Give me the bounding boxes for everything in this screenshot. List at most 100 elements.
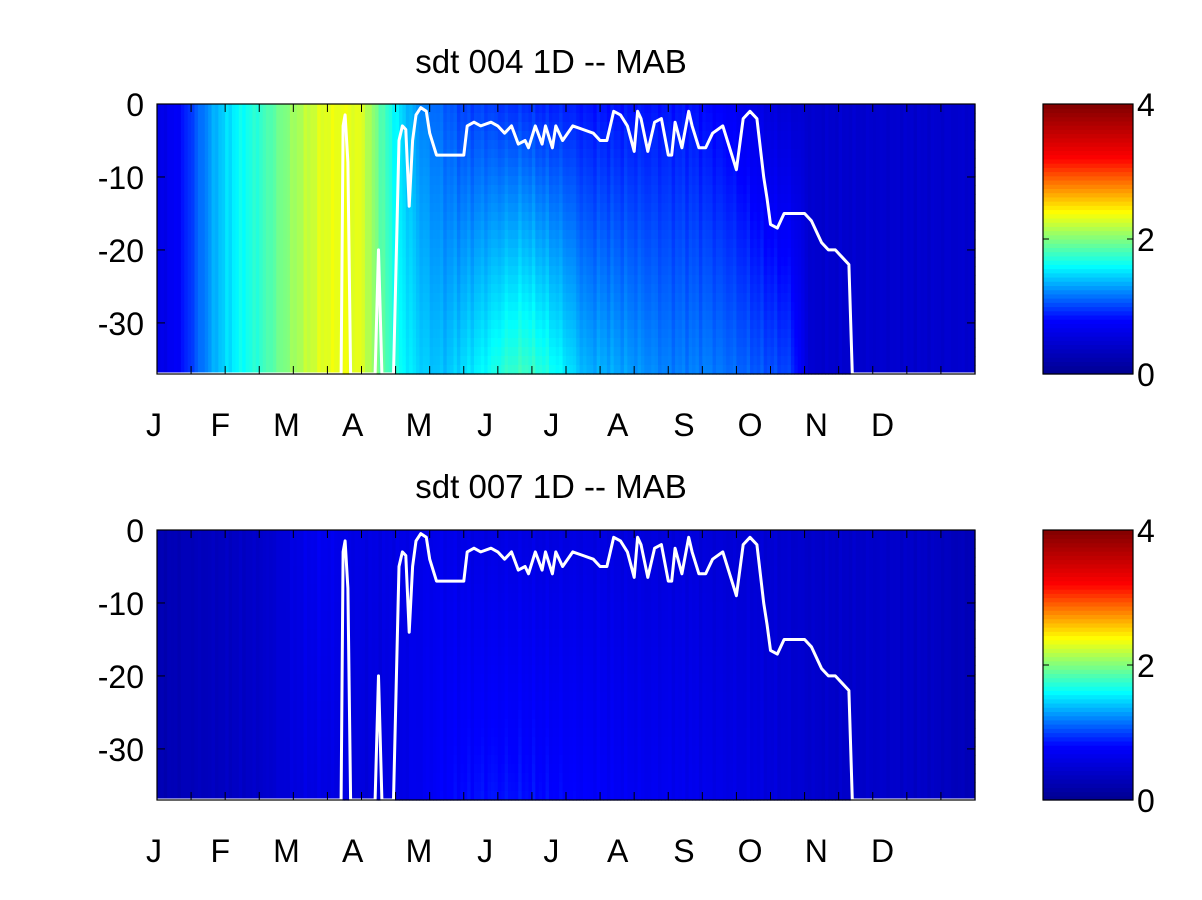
heatmap-cell xyxy=(480,149,485,159)
heatmap-cell xyxy=(197,356,202,366)
heatmap-cell xyxy=(508,131,513,141)
heatmap-cell xyxy=(279,176,284,186)
heatmap-cell xyxy=(637,239,642,249)
heatmap-cell xyxy=(208,230,213,240)
heatmap-cell xyxy=(436,140,441,150)
heatmap-cell xyxy=(225,140,230,150)
heatmap-cell xyxy=(238,104,243,114)
heatmap-cell xyxy=(368,158,373,168)
heatmap-cell xyxy=(170,284,175,294)
heatmap-cell xyxy=(262,149,267,159)
heatmap-cell xyxy=(596,185,601,195)
heatmap-cell xyxy=(450,131,455,141)
heatmap-cell xyxy=(276,365,281,375)
heatmap-cell xyxy=(286,266,291,276)
heatmap-cell xyxy=(473,239,478,249)
heatmap-cell xyxy=(245,230,250,240)
heatmap-cell xyxy=(405,302,410,312)
heatmap-cell xyxy=(269,302,274,312)
heatmap-cell xyxy=(433,329,438,339)
heatmap-cell xyxy=(552,176,557,186)
heatmap-cell xyxy=(422,365,427,375)
heatmap-cell xyxy=(364,131,369,141)
heatmap-cell xyxy=(252,113,257,123)
heatmap-cell xyxy=(446,347,451,357)
heatmap-cell xyxy=(446,221,451,231)
heatmap-cell xyxy=(569,221,574,231)
heatmap-cell xyxy=(385,347,390,357)
heatmap-cell xyxy=(446,338,451,348)
heatmap-cell xyxy=(719,113,724,123)
heatmap-cell xyxy=(559,185,564,195)
heatmap-cell xyxy=(167,212,172,222)
heatmap-cell xyxy=(456,221,461,231)
heatmap-cell xyxy=(535,365,540,375)
heatmap-cell xyxy=(654,320,659,330)
heatmap-cell xyxy=(286,284,291,294)
heatmap-cell xyxy=(255,320,260,330)
heatmap-cell xyxy=(467,329,472,339)
heatmap-cell xyxy=(276,257,281,267)
heatmap-cell xyxy=(692,275,697,285)
heatmap-cell xyxy=(627,329,632,339)
heatmap-cell xyxy=(371,212,376,222)
heatmap-cell xyxy=(681,338,686,348)
heatmap-cell xyxy=(610,212,615,222)
heatmap-cell xyxy=(548,122,553,132)
heatmap-cell xyxy=(630,338,635,348)
heatmap-cell xyxy=(446,266,451,276)
heatmap-cell xyxy=(634,212,639,222)
heatmap-cell xyxy=(364,329,369,339)
heatmap-cell xyxy=(494,311,499,321)
heatmap-cell xyxy=(412,257,417,267)
heatmap-cell xyxy=(272,212,277,222)
heatmap-cell xyxy=(542,176,547,186)
heatmap-cell xyxy=(627,203,632,213)
heatmap-cell xyxy=(542,104,547,114)
heatmap-cell xyxy=(439,275,444,285)
heatmap-cell xyxy=(439,185,444,195)
heatmap-cell xyxy=(388,185,393,195)
heatmap-cell xyxy=(637,149,642,159)
heatmap-cell xyxy=(392,185,397,195)
heatmap-cell xyxy=(579,284,584,294)
heatmap-cell xyxy=(361,266,366,276)
heatmap-cell xyxy=(446,230,451,240)
heatmap-cell xyxy=(337,221,342,231)
heatmap-cell xyxy=(658,275,663,285)
heatmap-cell xyxy=(661,284,666,294)
heatmap-cell xyxy=(303,158,308,168)
heatmap-cell xyxy=(623,176,628,186)
heatmap-cell xyxy=(484,266,489,276)
heatmap-cell xyxy=(460,302,465,312)
heatmap-cell xyxy=(436,212,441,222)
heatmap-cell xyxy=(678,365,683,375)
heatmap-cell xyxy=(221,338,226,348)
heatmap-cell xyxy=(705,212,710,222)
heatmap-cell xyxy=(637,257,642,267)
heatmap-cell xyxy=(218,365,223,375)
heatmap-cell xyxy=(211,311,216,321)
heatmap-cell xyxy=(719,140,724,150)
heatmap-cell xyxy=(436,275,441,285)
heatmap-cell xyxy=(521,176,526,186)
heatmap-cell xyxy=(160,365,165,375)
heatmap-cell xyxy=(446,302,451,312)
heatmap-cell xyxy=(293,140,298,150)
heatmap-cell xyxy=(330,176,335,186)
heatmap-cell xyxy=(398,104,403,114)
heatmap-cell xyxy=(610,122,615,132)
heatmap-cell xyxy=(228,131,233,141)
heatmap-cell xyxy=(242,311,247,321)
heatmap-cell xyxy=(167,158,172,168)
heatmap-cell xyxy=(429,329,434,339)
heatmap-cell xyxy=(450,275,455,285)
heatmap-cell xyxy=(695,176,700,186)
heatmap-cell xyxy=(715,239,720,249)
heatmap-cell xyxy=(388,131,393,141)
heatmap-cell xyxy=(603,176,608,186)
heatmap-cell xyxy=(630,248,635,258)
heatmap-cell xyxy=(555,329,560,339)
heatmap-cell xyxy=(538,302,543,312)
heatmap-cell xyxy=(688,365,693,375)
